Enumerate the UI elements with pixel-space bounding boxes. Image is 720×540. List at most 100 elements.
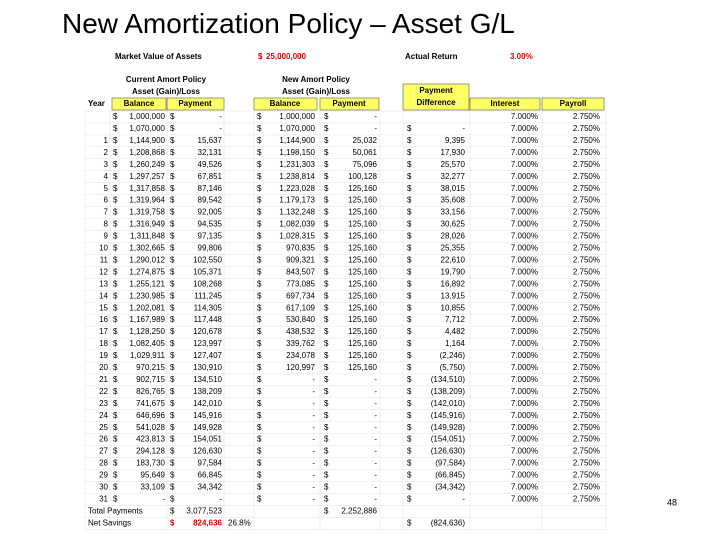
cell: 773,085 xyxy=(286,279,315,288)
cell: 9 xyxy=(104,232,109,241)
cell: $ xyxy=(407,303,412,312)
cell: 22 xyxy=(99,387,108,396)
cell: 7.000% xyxy=(511,232,538,241)
cell: $ xyxy=(113,124,118,133)
cell: 7.000% xyxy=(511,435,538,444)
cell: 35,608 xyxy=(441,196,466,205)
cell: 102,550 xyxy=(193,255,222,264)
cell: $ xyxy=(257,208,262,217)
cell: $ xyxy=(257,244,262,253)
cell: $ xyxy=(113,112,118,121)
cell: (142,010) xyxy=(431,399,466,408)
header-text: Asset (Gain)/Loss xyxy=(132,87,201,96)
cell: (5,750) xyxy=(440,363,466,372)
cell: $ xyxy=(324,423,329,432)
cell: $ xyxy=(170,196,175,205)
header-text: New Amort Policy xyxy=(282,75,350,84)
cell: 34,342 xyxy=(198,483,223,492)
cell: $ xyxy=(113,148,118,157)
cell: 125,160 xyxy=(348,303,377,312)
cell: 16 xyxy=(99,315,108,324)
header-text: $ xyxy=(258,52,263,61)
cell: 2.750% xyxy=(573,172,600,181)
cell: 1,260,249 xyxy=(129,160,165,169)
cell: 125,160 xyxy=(348,220,377,229)
cell: $ xyxy=(170,435,175,444)
cell: $ xyxy=(407,327,412,336)
cell: $ xyxy=(257,267,262,276)
cell: $ xyxy=(407,399,412,408)
cell: $ xyxy=(257,483,262,492)
cell: 1,198,150 xyxy=(279,148,315,157)
cell: 154,051 xyxy=(193,435,222,444)
cell: 7.000% xyxy=(511,363,538,372)
cell: $ xyxy=(113,459,118,468)
cell: $ xyxy=(170,351,175,360)
cell: 145,916 xyxy=(193,411,222,420)
cell: 1,144,900 xyxy=(129,136,165,145)
cell: $ xyxy=(113,232,118,241)
cell: $ xyxy=(257,160,262,169)
cell: $ xyxy=(407,423,412,432)
cell: 120,997 xyxy=(286,363,315,372)
cell: 123,997 xyxy=(193,339,222,348)
cell: 541,028 xyxy=(136,423,165,432)
cell: (154,051) xyxy=(431,435,466,444)
cell: $ xyxy=(407,124,412,133)
header-text: Market Value of Assets xyxy=(115,52,202,61)
cell: (34,342) xyxy=(435,483,465,492)
cell: 22,610 xyxy=(441,255,466,264)
cell: $ xyxy=(324,279,329,288)
cell: $ xyxy=(257,327,262,336)
cell: - xyxy=(374,494,377,503)
cell: 8 xyxy=(104,220,109,229)
cell: 32,277 xyxy=(441,172,466,181)
cell: $ xyxy=(257,232,262,241)
cell: 97,135 xyxy=(198,232,223,241)
cell: 16,892 xyxy=(441,279,466,288)
cell: 1,070,000 xyxy=(279,124,315,133)
cell: $ xyxy=(407,279,412,288)
cell: 1,311,848 xyxy=(130,232,166,241)
cell: $ xyxy=(170,124,175,133)
cell: $ xyxy=(170,136,175,145)
cell: $ xyxy=(407,315,412,324)
cell: $ xyxy=(324,351,329,360)
cell: 826,765 xyxy=(136,387,165,396)
header-text: Interest xyxy=(491,99,520,108)
cell: 7.000% xyxy=(511,459,538,468)
cell: 13,915 xyxy=(441,291,466,300)
cell: 125,160 xyxy=(348,208,377,217)
cell: $ xyxy=(170,399,175,408)
cell: 2.750% xyxy=(573,423,600,432)
header-text: Payment xyxy=(332,99,366,108)
cell: $ xyxy=(324,327,329,336)
cell: 1,202,081 xyxy=(129,303,165,312)
cell: $ xyxy=(113,327,118,336)
cell: $ xyxy=(257,279,262,288)
cell: - xyxy=(374,387,377,396)
cell: $ xyxy=(407,208,412,217)
cell: 7.000% xyxy=(511,208,538,217)
cell: $ xyxy=(113,471,118,480)
cell: $ xyxy=(324,172,329,181)
cell: 138,209 xyxy=(193,387,222,396)
cell: 1,230,985 xyxy=(129,291,165,300)
cell: $ xyxy=(257,447,262,456)
cell: 617,109 xyxy=(286,303,315,312)
cell: 1,000,000 xyxy=(129,112,165,121)
cell: 2.750% xyxy=(573,327,600,336)
cell: 6 xyxy=(104,196,109,205)
cell: $ xyxy=(170,208,175,217)
cell: 125,160 xyxy=(348,351,377,360)
cell: 105,371 xyxy=(193,267,222,276)
cell: $ xyxy=(324,196,329,205)
cell: 66,845 xyxy=(198,471,223,480)
cell: 92,005 xyxy=(198,208,223,217)
cell: 2.750% xyxy=(573,447,600,456)
cell: 1,290,012 xyxy=(129,255,165,264)
cell: 1,223,028 xyxy=(279,184,315,193)
cell: - xyxy=(219,124,222,133)
cell: 7.000% xyxy=(511,112,538,121)
cell: 2 xyxy=(104,148,109,157)
